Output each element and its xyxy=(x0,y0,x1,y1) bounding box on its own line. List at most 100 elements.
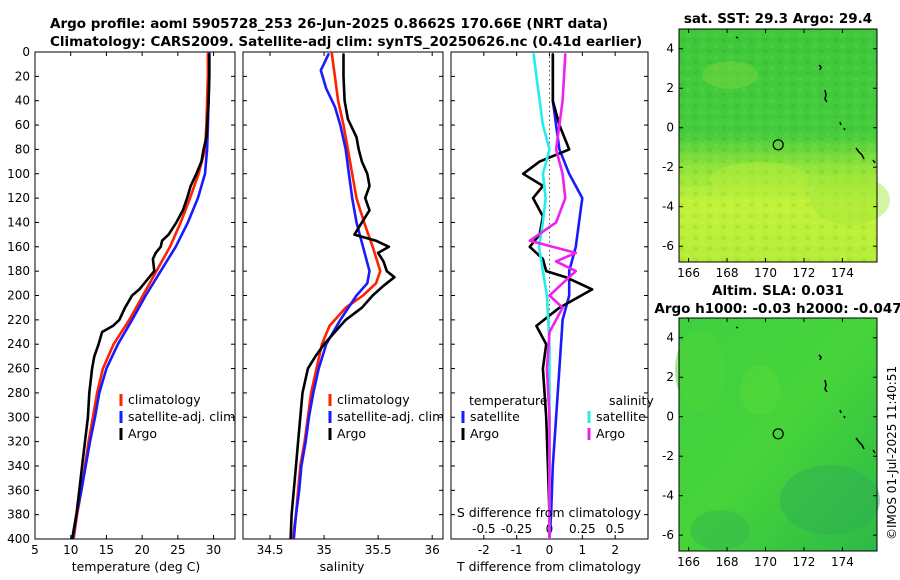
difference-series xyxy=(521,53,594,539)
temperature-x-label: temperature (deg C) xyxy=(72,559,201,574)
sla-map-title-line1: Altim. SLA: 0.031 xyxy=(712,283,844,299)
map-y-tick-label: 4 xyxy=(666,331,674,345)
island-mark xyxy=(872,159,876,164)
x-tick-label: 5 xyxy=(31,543,39,557)
map-y-tick-label: -4 xyxy=(662,200,674,214)
s-difference-label: S difference from climatology xyxy=(457,505,642,520)
y-tick-label: 360 xyxy=(7,483,30,497)
difference-x-ticks: -2 -1 0 1 2 xyxy=(478,52,619,557)
sla-patch xyxy=(740,365,780,415)
difference-s-ticks: -0.5-0.2500.250.5 xyxy=(472,522,625,536)
island-mark xyxy=(855,437,865,450)
x-tick-label: 30 xyxy=(206,543,221,557)
x-tick-label: 35.5 xyxy=(365,543,392,557)
y-tick-label: 20 xyxy=(15,69,30,83)
y-tick-label: 0 xyxy=(22,45,30,59)
island-mark xyxy=(839,409,846,419)
island-mark xyxy=(824,89,828,103)
legend-title-salinity: salinity xyxy=(609,393,654,408)
y-tick-label: 200 xyxy=(7,289,30,303)
x-tick-label: -1 xyxy=(511,543,523,557)
salinity-x-ticks: 34.5 35 35.5 36 xyxy=(257,52,440,557)
island-mark xyxy=(824,379,828,393)
sst-warm-patch xyxy=(710,162,810,198)
y-tick-label: 180 xyxy=(7,264,30,278)
map-y-tick-label: 2 xyxy=(666,81,674,95)
map-x-tick-label: 170 xyxy=(754,266,777,280)
s-tick-label: 0.25 xyxy=(569,522,596,536)
temperature-y-ticks: 0 20 40 60 80 100 120 140 160 180 200 220 240 260 280 3… xyxy=(7,45,235,546)
series-t-argo xyxy=(521,53,594,539)
map-x-tick-label: 172 xyxy=(792,555,815,569)
sst-texture xyxy=(679,29,877,262)
series-argo xyxy=(70,53,211,539)
legend-label-argo: Argo xyxy=(337,426,366,441)
island-mark xyxy=(735,36,739,39)
x-tick-label: 1 xyxy=(579,543,587,557)
x-tick-label: 35 xyxy=(316,543,331,557)
x-tick-label: -2 xyxy=(478,543,490,557)
island-mark xyxy=(818,64,822,71)
legend-label-s-satellite: satellite xyxy=(596,409,646,424)
island-mark xyxy=(818,354,822,361)
sst-islands xyxy=(735,36,876,164)
x-tick-label: 10 xyxy=(63,543,78,557)
salinity-series xyxy=(289,52,396,539)
map-y-tick-label: -2 xyxy=(662,160,674,174)
y-tick-label: 260 xyxy=(7,362,30,376)
t-difference-x-label: T difference from climatology xyxy=(456,559,642,574)
sst-warm-patch xyxy=(702,61,758,89)
y-tick-label: 280 xyxy=(7,386,30,400)
sst-map: 166 168 170 172 174 -6 -4 -2 0 2 4 xyxy=(662,28,890,280)
map-y-tick-label: 0 xyxy=(666,121,674,135)
salinity-y-ticks xyxy=(243,51,443,540)
sst-map-frame xyxy=(678,28,878,263)
y-tick-label: 220 xyxy=(7,313,30,327)
map-x-tick-label: 170 xyxy=(754,555,777,569)
s-tick-label: -0.5 xyxy=(472,522,495,536)
legend-label-climatology: climatology xyxy=(337,392,410,407)
map-x-tick-label: 166 xyxy=(677,266,700,280)
salinity-legend: climatology satellite-adj. clim Argo xyxy=(328,392,444,441)
x-tick-label: 20 xyxy=(135,543,150,557)
figure-title-line2: Climatology: CARS2009. Satellite-adj cli… xyxy=(50,34,642,50)
sla-patch xyxy=(780,465,880,535)
island-mark xyxy=(872,449,876,454)
sla-map-title-line2: Argo h1000: -0.03 h2000: -0.047 xyxy=(654,301,900,317)
legend-label-s-argo: Argo xyxy=(596,426,625,441)
map-y-tick-label: 2 xyxy=(666,370,674,384)
x-tick-label: 2 xyxy=(611,543,619,557)
map-x-tick-label: 166 xyxy=(677,555,700,569)
sla-patch xyxy=(675,330,725,410)
y-tick-label: 140 xyxy=(7,215,30,229)
series-satellite-adj-clim xyxy=(292,53,371,539)
temperature-x-ticks: 5 10 15 20 25 30 xyxy=(31,52,221,557)
y-tick-label: 160 xyxy=(7,240,30,254)
map-x-tick-label: 172 xyxy=(792,266,815,280)
argo-position-marker xyxy=(772,139,784,151)
island-mark xyxy=(839,121,846,131)
temperature-legend: climatology satellite-adj. clim Argo xyxy=(119,392,235,441)
y-tick-label: 400 xyxy=(7,532,30,546)
legend-label-t-argo: Argo xyxy=(470,426,499,441)
watermark: ©IMOS 01-Jul-2025 11:40:51 xyxy=(885,366,899,540)
sla-patch xyxy=(690,510,750,550)
map-x-tick-label: 168 xyxy=(716,266,739,280)
map-x-tick-label: 168 xyxy=(716,555,739,569)
argo-position-marker xyxy=(772,428,784,440)
y-tick-label: 60 xyxy=(15,118,30,132)
temperature-series xyxy=(70,52,211,539)
legend-label-satellite: satellite-adj. clim xyxy=(337,409,444,424)
y-tick-label: 340 xyxy=(7,459,30,473)
series-s-argo xyxy=(528,53,578,539)
x-tick-label: 34.5 xyxy=(257,543,284,557)
legend-label-t-satellite: satellite xyxy=(470,409,520,424)
x-tick-label: 25 xyxy=(170,543,185,557)
series-s-satellite xyxy=(532,53,551,539)
temperature-axes xyxy=(34,51,236,540)
difference-legend: temperature salinity satellite Argo sate… xyxy=(461,393,654,441)
sst-map-ticks: 166 168 170 172 174 -6 -4 -2 0 2 4 xyxy=(662,29,877,280)
map-y-tick-label: -2 xyxy=(662,449,674,463)
x-tick-label: 0 xyxy=(546,543,554,557)
